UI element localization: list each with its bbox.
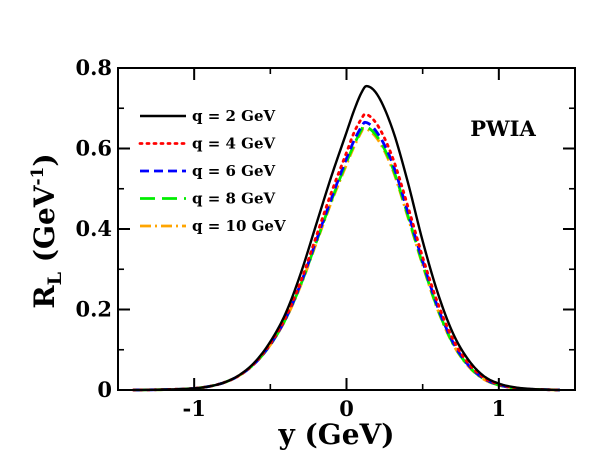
x-tick-label: -1 [183, 396, 206, 421]
x-axis-label: y (GeV) [278, 418, 395, 451]
y-axis-label-exponent: -1 [28, 167, 48, 186]
curves-layer [131, 84, 562, 392]
y-tick-label: 0.2 [75, 297, 112, 322]
y-tick-label: 0.8 [75, 55, 112, 80]
y-axis-label-subscript: L [44, 272, 66, 285]
legend-label-5: q = 10 GeV [192, 217, 286, 235]
y-axis-label-close: ) [28, 153, 61, 166]
y-tick-label: 0.4 [75, 216, 112, 241]
legend-label-2: q = 4 GeV [192, 135, 276, 153]
ticks-layer [117, 67, 576, 391]
legend-label-4: q = 8 GeV [192, 190, 276, 208]
legend-label-1: q = 2 GeV [192, 107, 276, 125]
series-line-4 [133, 124, 560, 392]
series-line-1 [133, 84, 560, 392]
legend: q = 2 GeV q = 4 GeV q = 6 GeV q = 8 GeV q = … [138, 107, 286, 235]
y-tick-label: 0 [97, 377, 112, 402]
x-tick-label: 1 [492, 396, 507, 421]
y-tick-label: 0.6 [75, 136, 112, 161]
y-axis-label: RL (GeV-1) [28, 153, 66, 308]
y-axis-label-main: R [28, 285, 61, 309]
x-tick-label: 0 [339, 396, 354, 421]
tick-labels-layer: -1 0 1 0 0.2 0.4 0.6 0.8 [75, 55, 506, 421]
series-line-2 [131, 112, 562, 392]
annotation-label: PWIA [470, 116, 536, 141]
legend-label-3: q = 6 GeV [192, 162, 276, 180]
y-axis-label-unit: (GeV [28, 184, 61, 272]
